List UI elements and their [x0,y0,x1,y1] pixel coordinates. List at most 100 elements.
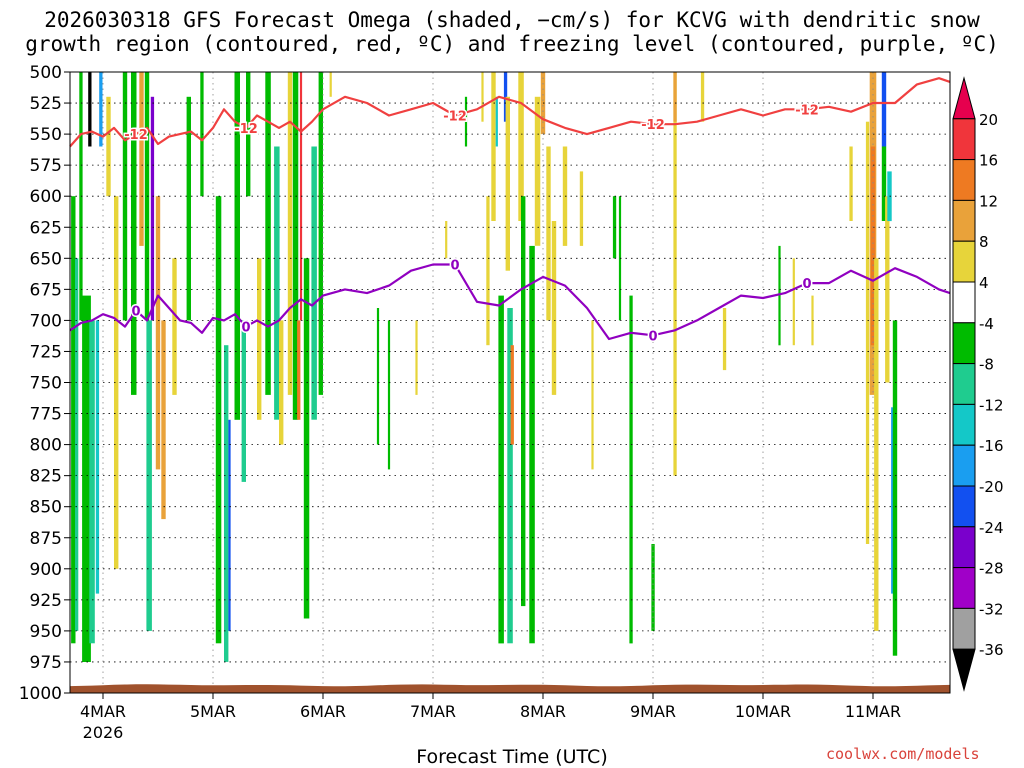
omega-shade-18 [172,258,177,395]
omega-shade-58 [546,146,551,321]
y-tick-label-13: 825 [30,467,62,487]
x-axis: 4MAR 5MAR 6MAR 7MAR 8MAR 9MAR 10MAR 11MAR 2026 [80,693,901,742]
omega-shade-16 [155,196,161,470]
colorbar-label-2: 12 [979,192,998,210]
omega-shade-26 [246,72,251,197]
omega-shade-11 [131,72,137,395]
y-tick-label-17: 925 [30,591,62,611]
omega-shade-80 [881,146,887,221]
omega-shade-39 [376,308,380,445]
y-tick-label-2: 550 [30,125,62,145]
omega-shade-71 [778,245,781,346]
colorbar-swatch-12 [952,567,976,609]
x-tick-label-1: 5MAR [190,702,236,721]
omega-shade-33 [297,320,301,420]
omega-shade-7 [99,72,103,147]
omega-shade-84 [892,320,898,656]
colorbar-swatch-10 [952,485,976,528]
chart-title: 2026030318 GFS Forecast Omega (shaded, −… [0,8,1024,56]
omega-shade-44 [481,72,484,122]
ground-surface [70,684,950,693]
omega-shade-74 [849,146,853,221]
colorbar-label-7: -12 [979,396,1004,414]
series-line-1 [69,263,951,341]
omega-shade-25 [241,320,246,482]
x-year-label: 2026 [83,723,124,742]
omega-shade-77 [870,146,876,346]
grid-layer [70,72,950,693]
colorbar-swatch-1 [952,118,976,161]
omega-shade-48 [498,295,504,644]
x-tick-label-3: 7MAR [410,702,456,721]
colorbar-swatch-0 [952,76,976,120]
y-tick-label-1: 525 [30,94,62,114]
colorbar-label-13: -36 [979,641,1004,659]
y-axis: 500 525 550 575 600 625 650 675 700 725 750 775 800 8… [19,63,70,704]
series-label-0-3: -12 [641,118,665,133]
omega-shade-36 [311,146,317,420]
y-tick-label-4: 600 [30,187,62,207]
omega-shade-5 [89,320,95,644]
y-tick-label-14: 850 [30,498,62,518]
y-tick-label-9: 725 [30,342,62,362]
omega-shade-42 [445,221,448,259]
omega-shade-41 [415,320,418,395]
omega-shade-46 [491,72,496,221]
colorbar-swatch-2 [952,159,976,201]
omega-shade-35 [303,258,310,619]
omega-shade-65 [629,295,633,644]
colorbar-swatch-4 [952,240,976,283]
omega-shade-49 [503,72,508,122]
omega-shade-72 [792,258,795,346]
colorbar-swatch-14 [952,648,976,692]
y-tick-label-5: 625 [30,218,62,238]
credit-link[interactable]: coolwx.com/models [826,745,980,763]
omega-shade-56 [534,96,541,246]
x-tick-label-6: 10MAR [735,702,791,721]
colorbar-label-11: -28 [979,560,1004,578]
colorbar-label-10: -24 [979,519,1004,537]
omega-shade-22 [224,345,229,662]
y-tick-label-20: 1000 [19,684,62,704]
ground-layer [70,684,950,693]
omega-shade-38 [329,72,332,97]
omega-shade-50 [505,96,510,271]
omega-shade-4 [82,295,91,662]
colorbar-label-3: 8 [979,233,989,251]
omega-shade-75 [865,121,870,544]
series-label-0-2: -12 [443,110,467,125]
omega-shade-52 [510,345,514,445]
omega-shade-32 [292,72,299,420]
omega-shade-21 [215,196,222,644]
colorbar-label-1: 16 [979,152,998,170]
colorbar-label-9: -20 [979,478,1004,496]
series-line-0 [69,77,951,148]
omega-shade-61 [579,171,584,246]
x-tick-label-7: 11MAR [845,702,901,721]
omega-shade-54 [521,196,526,607]
colorbar-swatch-6 [952,322,976,365]
series-label-1-3: 0 [648,329,657,344]
omega-shade-23 [228,419,231,631]
y-tick-label-8: 700 [30,311,62,331]
series-label-1-4: 0 [802,277,811,292]
omega-shade-59 [551,221,557,395]
omega-shade-37 [318,72,323,395]
omega-shade-43 [464,96,468,147]
colorbar-label-0: 20 [979,111,998,129]
colorbar-label-12: -32 [979,600,1004,618]
omega-shade-6 [95,320,100,594]
x-tick-label-2: 6MAR [300,702,346,721]
omega-shade-81 [885,196,890,383]
y-tick-label-19: 975 [30,653,62,673]
omega-shade-40 [387,320,391,470]
omega-shade-47 [495,96,498,147]
series-label-1-1: 0 [241,321,250,336]
colorbar-label-8: -16 [979,437,1004,455]
omega-shade-30 [279,320,284,445]
x-tick-label-0: 4MAR [80,702,126,721]
y-tick-label-12: 800 [30,436,62,456]
series-label-0-1: -12 [234,122,258,137]
y-tick-label-16: 900 [30,560,62,580]
